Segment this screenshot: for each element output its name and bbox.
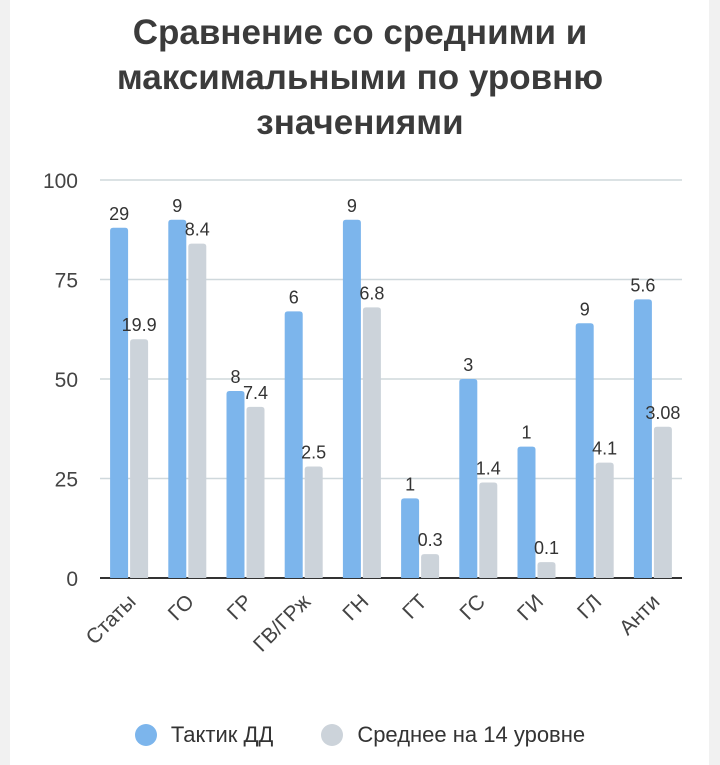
data-label: 9 [347, 196, 357, 216]
legend-marker [321, 724, 344, 746]
bar [168, 219, 187, 579]
bar [226, 390, 245, 578]
bar [653, 426, 672, 578]
x-tick-label: ГИ [513, 590, 548, 625]
bar [537, 562, 556, 578]
data-label: 19.9 [122, 315, 157, 335]
right-edge [709, 0, 720, 765]
x-tick-label: ГР [223, 590, 257, 624]
x-tick-label: ГЛ [573, 590, 606, 623]
data-label: 9 [172, 196, 182, 216]
x-tick-label: ГТ [398, 590, 431, 623]
data-label: 3 [463, 355, 473, 375]
left-edge [0, 0, 10, 765]
data-label: 8 [230, 367, 240, 387]
data-label: 1 [405, 474, 415, 494]
bar [246, 406, 265, 578]
y-tick-label: 25 [55, 469, 78, 492]
bar [130, 339, 149, 578]
bar [479, 482, 498, 578]
y-tick-label: 75 [55, 270, 78, 293]
bar [575, 323, 594, 578]
data-label: 7.4 [243, 383, 268, 403]
legend-marker [134, 724, 157, 746]
bar [517, 446, 536, 578]
legend-label: Тактик ДД [170, 722, 274, 747]
bar [362, 307, 381, 578]
x-tick-label: ГС [455, 590, 489, 624]
x-tick-label: ГВ/ГРж [249, 590, 315, 656]
bar [401, 498, 420, 578]
data-labels: 2919.998.487.462.596.810.331.410.194.15.… [109, 196, 680, 558]
y-tick-label: 50 [55, 369, 78, 392]
data-label: 0.1 [534, 538, 559, 558]
data-label: 0.3 [418, 530, 443, 550]
x-tick-label: Статы [82, 590, 141, 649]
bar [421, 554, 440, 578]
x-tick-label: ГН [338, 590, 373, 625]
x-tick-label: Анти [615, 590, 664, 639]
data-label: 1 [521, 423, 531, 443]
data-label: 4.1 [592, 439, 617, 459]
data-label: 1.4 [476, 458, 501, 478]
bars [110, 219, 672, 579]
data-label: 3.08 [645, 403, 680, 423]
data-label: 2.5 [301, 443, 326, 463]
data-label: 9 [580, 299, 590, 319]
chart-title: Сравнение со средними и максимальными по… [116, 13, 604, 142]
y-tick-labels: 0 25 50 75 100 [43, 170, 78, 591]
data-label: 29 [109, 204, 129, 224]
legend-label: Среднее на 14 уровне [357, 722, 586, 747]
bar [304, 466, 323, 578]
bar [284, 311, 303, 578]
legend: Тактик ДД Среднее на 14 уровне [0, 722, 720, 748]
bar [459, 379, 478, 578]
data-label: 6.8 [359, 283, 384, 303]
bar [633, 299, 652, 578]
bar [188, 243, 207, 578]
gridlines [100, 179, 682, 579]
bar [342, 219, 361, 579]
bar [110, 227, 129, 578]
data-label: 5.6 [630, 275, 655, 295]
legend-item-series-1[interactable]: Тактик ДД [134, 722, 274, 748]
data-label: 6 [289, 287, 299, 307]
bar [595, 462, 614, 578]
legend-item-series-2[interactable]: Среднее на 14 уровне [321, 722, 585, 748]
y-tick-label: 0 [66, 568, 78, 591]
y-tick-label: 100 [43, 170, 78, 193]
x-tick-label: ГО [164, 590, 199, 625]
data-label: 8.4 [185, 220, 210, 240]
